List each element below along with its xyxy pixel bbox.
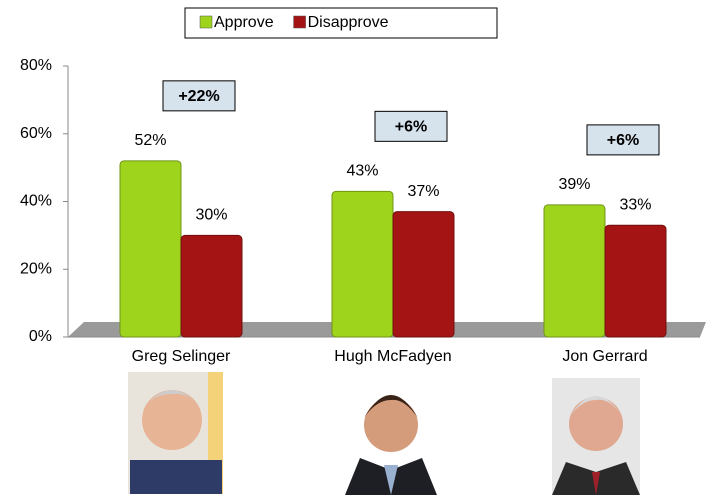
net-label: +6% [395, 119, 427, 136]
net-label: +22% [178, 88, 219, 105]
photo [345, 380, 437, 495]
value-label: 43% [346, 163, 378, 180]
value-label: 52% [134, 132, 166, 149]
legend-label: Approve [214, 14, 274, 31]
bar [393, 212, 454, 337]
x-tick-label: Greg Selinger [132, 348, 231, 365]
chart: 0% 20% 40% 60% 80% Approve Disapprove Greg Seli… [0, 0, 706, 495]
value-label: 37% [407, 183, 439, 200]
bar [544, 205, 605, 337]
bar-highlight [396, 215, 451, 219]
photo [128, 372, 223, 494]
bar [605, 225, 666, 337]
bar-highlight [608, 228, 663, 232]
photo [552, 378, 640, 495]
legend-label: Disapprove [308, 14, 389, 31]
bar-highlight [184, 238, 239, 242]
bar [332, 191, 393, 337]
legend-swatch [294, 16, 306, 28]
bar-highlight [335, 194, 390, 198]
value-label: 30% [195, 207, 227, 224]
bar-highlight [123, 164, 178, 168]
x-tick-label: Hugh McFadyen [334, 348, 451, 365]
value-label: 39% [558, 176, 590, 193]
y-tick-label: 60% [20, 125, 52, 142]
y-tick-label: 80% [20, 57, 52, 74]
bar [120, 161, 181, 337]
net-label: +6% [607, 132, 639, 149]
bar [181, 235, 242, 337]
bar-highlight [547, 208, 602, 212]
y-tick-label: 20% [20, 260, 52, 277]
x-tick-label: Jon Gerrard [562, 348, 647, 365]
value-label: 33% [619, 196, 651, 213]
y-tick-label: 40% [20, 193, 52, 210]
y-tick-label: 0% [29, 328, 52, 345]
legend-swatch [200, 16, 212, 28]
